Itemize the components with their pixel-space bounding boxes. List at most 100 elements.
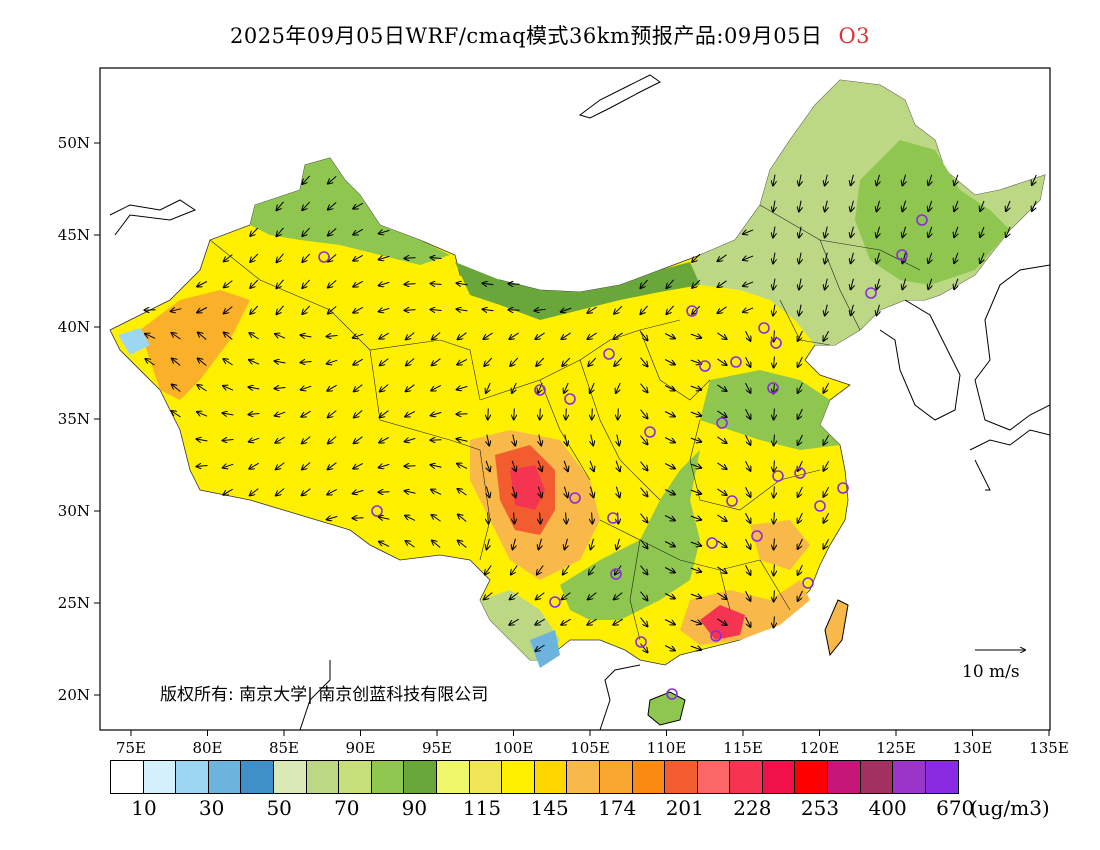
colorbar-tick-label: 145 bbox=[530, 796, 569, 820]
station-marker bbox=[916, 214, 928, 226]
green-south-region bbox=[560, 450, 700, 620]
lon-tick-label: 110E bbox=[647, 739, 687, 757]
colorbar-swatch bbox=[665, 761, 698, 793]
station-marker bbox=[710, 630, 722, 642]
lat-tick-label: 45N bbox=[58, 226, 90, 244]
station-marker bbox=[706, 537, 718, 549]
colorbar-swatch bbox=[371, 761, 405, 793]
station-marker bbox=[896, 249, 908, 261]
blue-west-spot bbox=[118, 328, 150, 355]
station-marker bbox=[802, 577, 814, 589]
lat-tick-label: 40N bbox=[58, 318, 90, 336]
station-marker bbox=[814, 500, 826, 512]
station-marker bbox=[534, 384, 546, 396]
station-marker bbox=[770, 337, 782, 349]
colorbar-swatch bbox=[241, 761, 274, 793]
station-marker bbox=[603, 348, 615, 360]
map-frame bbox=[99, 67, 1051, 731]
lon-tick-label: 75E bbox=[116, 739, 146, 757]
colorbar-swatch bbox=[599, 761, 633, 793]
colorbar-swatch bbox=[469, 761, 503, 793]
lon-tick-label: 100E bbox=[494, 739, 534, 757]
colorbar-tick-label: 70 bbox=[334, 796, 360, 820]
station-marker bbox=[666, 688, 678, 700]
colorbar-tick-label: 201 bbox=[665, 796, 704, 820]
title-species: O3 bbox=[838, 24, 871, 48]
korea-japan-coastline bbox=[879, 299, 961, 421]
lon-tick-label: 120E bbox=[800, 739, 840, 757]
colorbar-swatch bbox=[111, 761, 144, 793]
green-darker-northeast bbox=[855, 140, 1010, 285]
southeast-asia-coastline bbox=[299, 660, 641, 730]
wind-scale-label: 10 m/s bbox=[962, 662, 1020, 682]
colorbar-swatch bbox=[436, 761, 470, 793]
orange-fujian-region bbox=[750, 520, 810, 570]
station-marker bbox=[607, 512, 619, 524]
title-main: 2025年09月05日WRF/cmaq模式36km预报产品:09月05日 bbox=[229, 24, 823, 48]
colorbar-tick-label: 90 bbox=[401, 796, 428, 820]
colorbar-swatch bbox=[795, 761, 829, 793]
colorbar-tick-label: 174 bbox=[598, 796, 637, 820]
lon-tick-label: 115E bbox=[723, 739, 763, 757]
lat-tick-label: 30N bbox=[58, 502, 90, 520]
lon-tick-label: 85E bbox=[269, 739, 299, 757]
station-marker bbox=[371, 505, 383, 517]
station-marker bbox=[716, 417, 728, 429]
station-marker bbox=[767, 382, 779, 394]
copyright-text: 版权所有: 南京大学| 南京创蓝科技有限公司 bbox=[160, 685, 489, 705]
lat-tick-label: 20N bbox=[58, 686, 90, 704]
lon-tick-label: 80E bbox=[192, 739, 222, 757]
station-marker bbox=[699, 360, 711, 372]
station-marker bbox=[758, 322, 770, 334]
japan-coastline bbox=[974, 264, 1050, 431]
lon-tick-label: 125E bbox=[876, 739, 916, 757]
station-marker bbox=[726, 495, 738, 507]
colorbar-swatch bbox=[404, 761, 437, 793]
colorbar-swatch bbox=[762, 761, 796, 793]
colorbar-swatch bbox=[176, 761, 209, 793]
wind-vectors bbox=[145, 174, 1037, 653]
map-title: 2025年09月05日WRF/cmaq模式36km预报产品:09月05日 O3 bbox=[0, 20, 1100, 50]
station-marker bbox=[794, 467, 806, 479]
green-inner-mongolia bbox=[455, 262, 700, 320]
colorbar-unit: (ug/m3) bbox=[970, 796, 1050, 820]
lon-tick-label: 135E bbox=[1029, 739, 1069, 757]
japan-south-coastline bbox=[969, 429, 1050, 491]
colorbar-tick-label: 10 bbox=[131, 796, 157, 820]
latitude-axis: 50N 45N 40N 35N 30N 25N 20N bbox=[58, 134, 100, 704]
station-marker bbox=[837, 482, 849, 494]
deep-red-hotspot bbox=[510, 465, 545, 510]
colorbar-tick-label: 50 bbox=[266, 796, 292, 820]
hainan-island bbox=[647, 691, 686, 726]
colorbar-swatch bbox=[697, 761, 731, 793]
colorbar-tick-label: 670 bbox=[936, 796, 975, 820]
colorbar-swatch bbox=[567, 761, 600, 793]
station-marker bbox=[569, 492, 581, 504]
colorbar bbox=[110, 760, 960, 794]
green-northwest-region bbox=[250, 158, 450, 265]
station-marker bbox=[772, 470, 784, 482]
lat-tick-label: 35N bbox=[58, 410, 90, 428]
kazakh-coastline bbox=[109, 199, 197, 236]
station-marker bbox=[686, 305, 698, 317]
colorbar-tick-label: 400 bbox=[868, 796, 907, 820]
station-marker bbox=[751, 530, 763, 542]
station-marker bbox=[644, 426, 656, 438]
station-marker bbox=[635, 636, 647, 648]
colorbar-swatch bbox=[925, 761, 959, 793]
map-body bbox=[109, 74, 1050, 730]
colorbar-swatch bbox=[208, 761, 242, 793]
colorbar-swatch bbox=[534, 761, 568, 793]
colorbar-tick-label: 115 bbox=[462, 796, 502, 820]
lon-tick-label: 105E bbox=[570, 739, 610, 757]
station-marker bbox=[730, 356, 742, 368]
lon-tick-label: 90E bbox=[345, 739, 375, 757]
russia-coastline bbox=[578, 74, 661, 119]
taiwan-island bbox=[824, 599, 849, 657]
station-marker bbox=[318, 251, 330, 263]
green-east-region bbox=[700, 370, 840, 450]
colorbar-swatch bbox=[273, 761, 307, 793]
lat-tick-label: 25N bbox=[58, 594, 90, 612]
colorbar-swatch bbox=[306, 761, 340, 793]
